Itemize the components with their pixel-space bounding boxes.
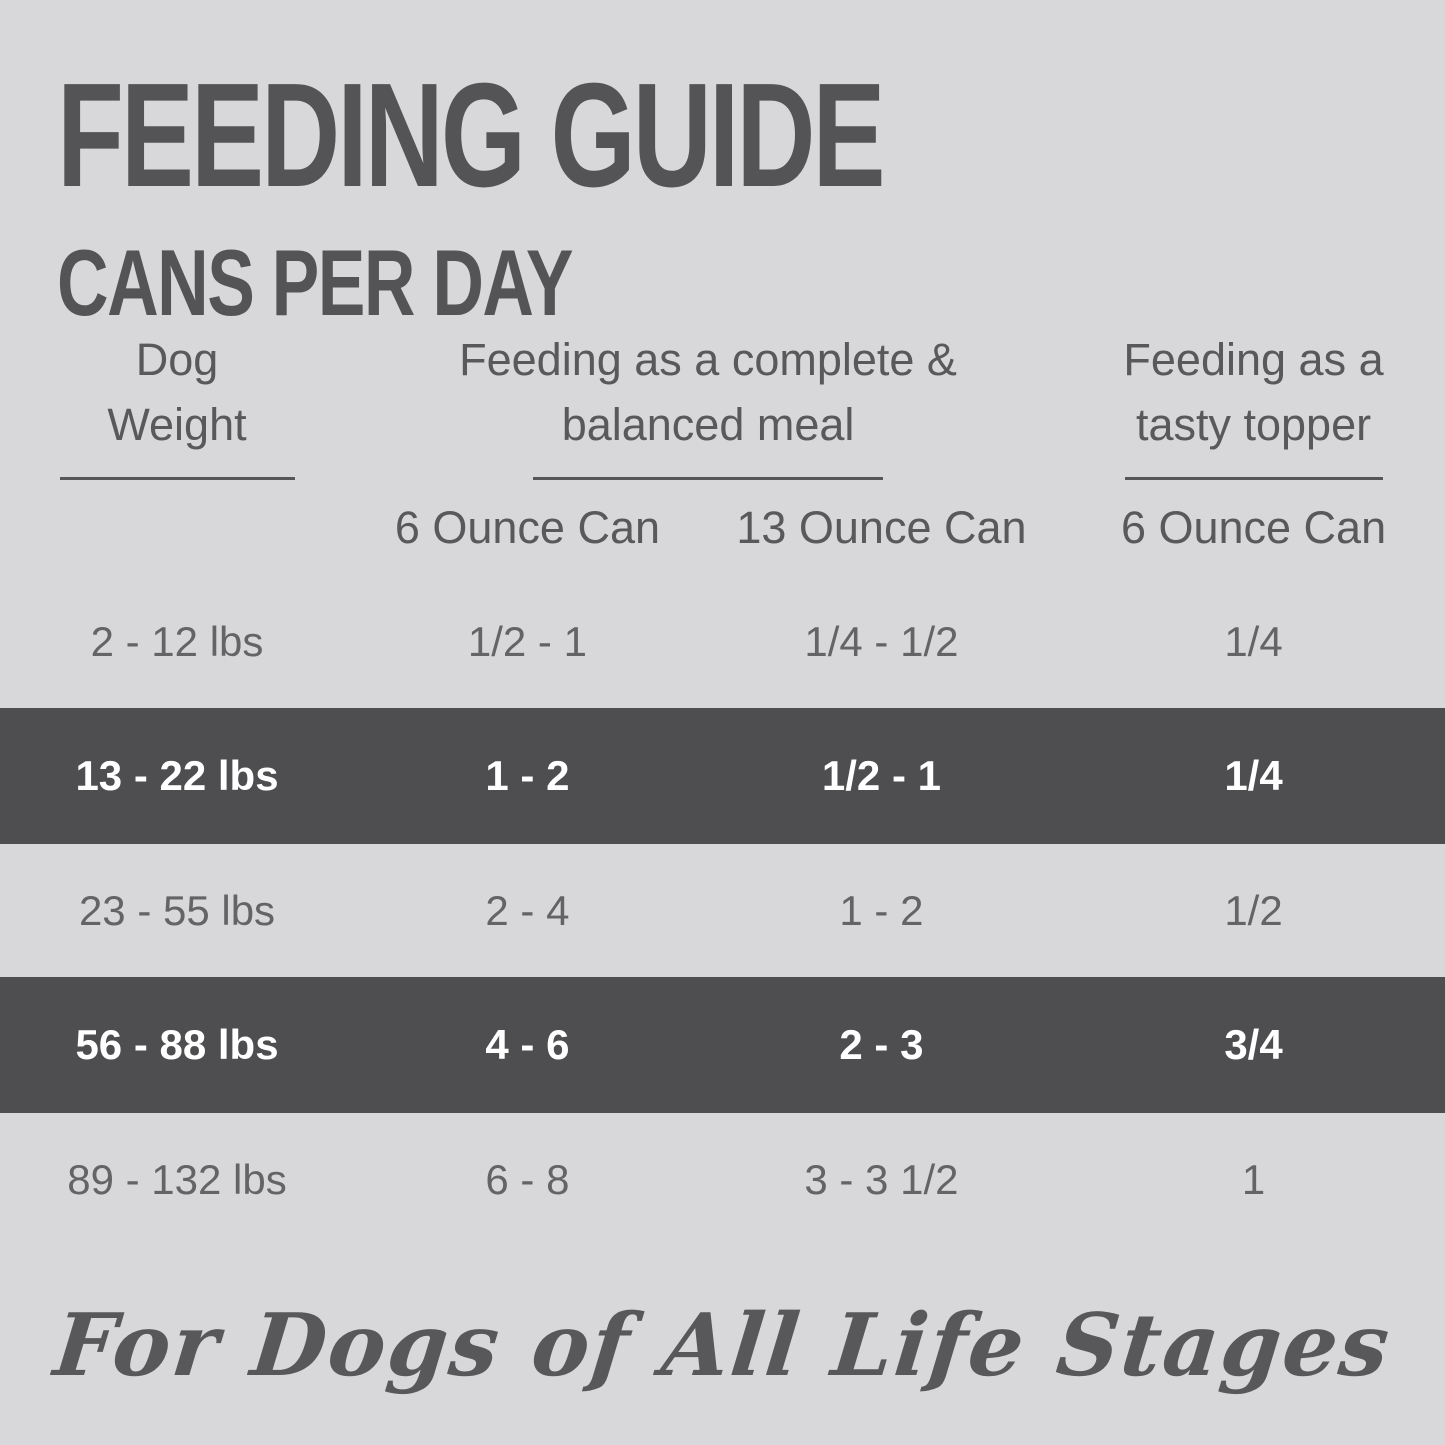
cell-6oz-meal: 1/2 - 1 bbox=[467, 617, 587, 665]
cell-6oz-topper: 1/2 bbox=[1224, 886, 1283, 934]
table-row-highlighted: 13 - 22 lbs 1 - 2 1/2 - 1 1/4 bbox=[0, 708, 1445, 844]
cell-13oz-meal: 1/2 - 1 bbox=[821, 752, 941, 799]
header-tasty-topper: Feeding as a tasty topper bbox=[1062, 327, 1445, 480]
table-row-highlighted: 56 - 88 lbs 4 - 6 2 - 3 3/4 bbox=[0, 977, 1445, 1113]
header-tasty-topper-line2: tasty topper bbox=[1135, 398, 1372, 450]
header-complete-meal-line2: balanced meal bbox=[561, 398, 855, 450]
cell-weight: 2 - 12 lbs bbox=[90, 617, 264, 665]
header-dog-weight: Dog Weight bbox=[0, 327, 354, 480]
header-tasty-topper-line1: Feeding as a bbox=[1123, 333, 1384, 385]
subheader-13oz-meal: 13 Ounce Can bbox=[736, 501, 1027, 553]
cell-13oz-meal: 3 - 3 1/2 bbox=[804, 1155, 959, 1203]
cell-13oz-meal: 1/4 - 1/2 bbox=[804, 617, 959, 665]
cell-6oz-meal: 4 - 6 bbox=[485, 1021, 570, 1068]
header-underline bbox=[1124, 477, 1383, 480]
table-subheader-row: 6 Ounce Can 13 Ounce Can 6 Ounce Can bbox=[0, 480, 1445, 575]
table-row: 2 - 12 lbs 1/2 - 1 1/4 - 1/2 1/4 bbox=[0, 575, 1445, 708]
cell-6oz-topper: 1/4 bbox=[1224, 617, 1283, 665]
cell-6oz-topper: 1 bbox=[1241, 1155, 1266, 1203]
page-subtitle: CANS PER DAY bbox=[57, 230, 574, 335]
cell-6oz-topper: 3/4 bbox=[1224, 1021, 1283, 1068]
header-complete-meal: Feeding as a complete & balanced meal bbox=[354, 327, 1062, 480]
header-underline bbox=[533, 477, 884, 480]
cell-6oz-meal: 6 - 8 bbox=[485, 1155, 570, 1203]
cell-weight: 89 - 132 lbs bbox=[67, 1155, 287, 1203]
table-row: 89 - 132 lbs 6 - 8 3 - 3 1/2 1 bbox=[0, 1113, 1445, 1246]
subheader-6oz-meal: 6 Ounce Can bbox=[394, 501, 660, 553]
cell-6oz-topper: 1/4 bbox=[1224, 752, 1283, 799]
cell-6oz-meal: 2 - 4 bbox=[485, 886, 570, 934]
header-underline bbox=[59, 477, 295, 480]
cell-13oz-meal: 2 - 3 bbox=[839, 1021, 924, 1068]
table-header-row: Dog Weight Feeding as a complete & balan… bbox=[0, 330, 1445, 480]
table-row: 23 - 55 lbs 2 - 4 1 - 2 1/2 bbox=[0, 844, 1445, 977]
header-complete-meal-line1: Feeding as a complete & bbox=[459, 333, 957, 385]
page-title: FEEDING GUIDE bbox=[57, 53, 886, 218]
header-dog-weight-line1: Dog bbox=[135, 333, 219, 385]
title-section: FEEDING GUIDE CANS PER DAY bbox=[0, 0, 1445, 330]
header-dog-weight-line2: Weight bbox=[107, 398, 247, 450]
cell-6oz-meal: 1 - 2 bbox=[485, 752, 570, 799]
cell-weight: 13 - 22 lbs bbox=[75, 752, 279, 799]
cell-weight: 56 - 88 lbs bbox=[75, 1021, 279, 1068]
cell-weight: 23 - 55 lbs bbox=[78, 886, 276, 934]
cell-13oz-meal: 1 - 2 bbox=[839, 886, 924, 934]
footer-section: For Dogs of All Life Stages bbox=[0, 1246, 1445, 1445]
tagline-all-life-stages: For Dogs of All Life Stages bbox=[49, 1295, 1396, 1396]
subheader-6oz-topper: 6 Ounce Can bbox=[1120, 501, 1387, 553]
